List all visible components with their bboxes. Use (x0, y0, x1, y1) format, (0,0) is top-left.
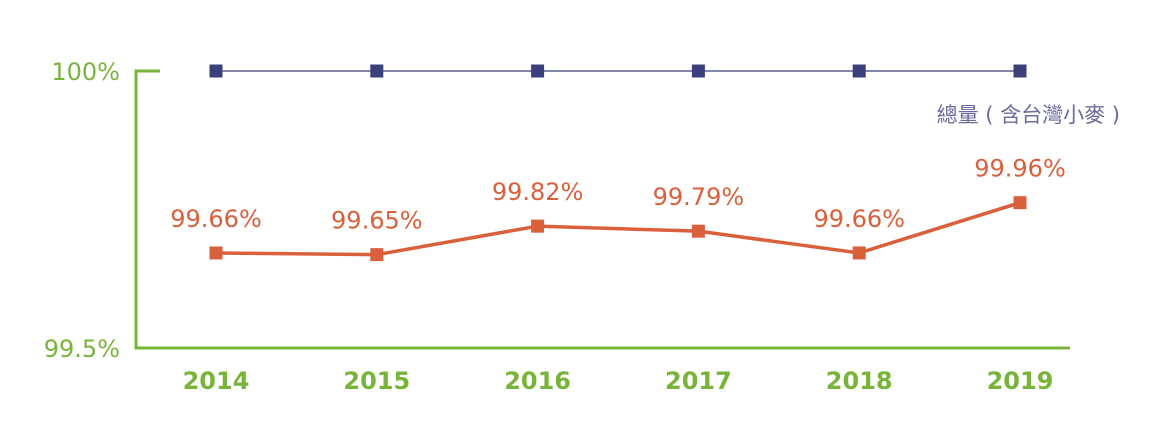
data-label: 99.96% (974, 155, 1066, 183)
series-rate-point (209, 246, 223, 260)
data-label: 99.65% (331, 207, 423, 235)
series-rate (209, 196, 1027, 262)
series-total-point (852, 64, 866, 78)
legend-label-total: 總量 ( 含台灣小麥 ) (937, 103, 1120, 127)
series-rate-point (531, 219, 545, 233)
series-total-point (531, 64, 545, 78)
series-rate-point (1013, 196, 1027, 210)
series-total-point (209, 64, 223, 78)
x-tick-label: 2019 (987, 367, 1054, 395)
data-label: 99.66% (170, 205, 262, 233)
x-tick-label: 2016 (504, 367, 571, 395)
x-tick-label: 2014 (183, 367, 250, 395)
series-total-point (1013, 64, 1027, 78)
chart-series (209, 64, 1027, 262)
chart-labels: 100% 99.5% 2014 2015 2016 2017 2018 2019 99.66% 9… (44, 58, 1066, 395)
x-tick-label: 2017 (665, 367, 732, 395)
series-rate-point (370, 248, 384, 262)
series-rate-point (852, 246, 866, 260)
data-label: 99.66% (813, 205, 905, 233)
axis-line (134, 69, 1070, 350)
y-tick-label: 100% (51, 58, 120, 86)
x-tick-label: 2018 (826, 367, 893, 395)
series-total-point (691, 64, 705, 78)
series-rate-line (215, 201, 1021, 257)
chart-axes (134, 69, 1070, 350)
series-total (209, 64, 1027, 78)
series-rate-point (691, 224, 705, 238)
data-label: 99.79% (653, 183, 745, 211)
y-tick-label: 99.5% (44, 335, 120, 363)
data-label: 99.82% (492, 178, 584, 206)
series-total-point (370, 64, 384, 78)
x-tick-label: 2015 (343, 367, 410, 395)
